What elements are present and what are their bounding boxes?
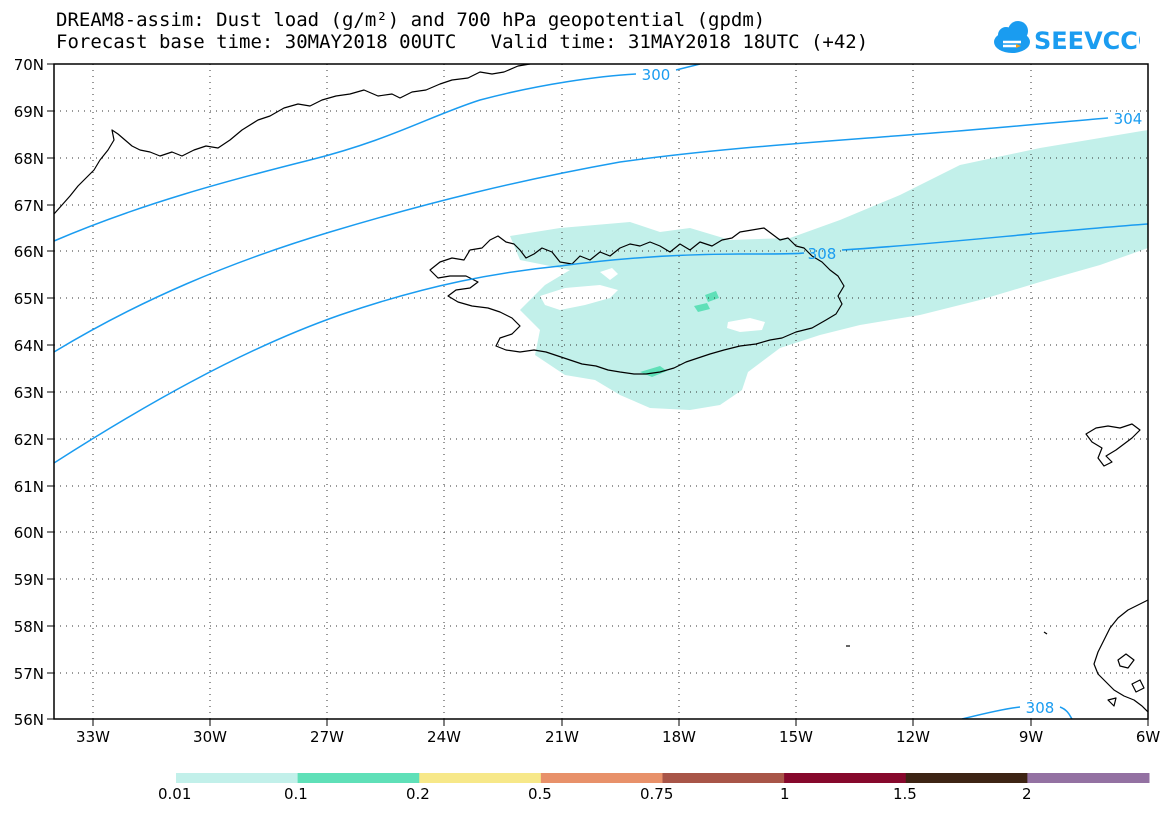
lat-label: 61N: [14, 478, 44, 496]
colorbar-swatch: [1027, 773, 1150, 783]
colorbar-swatch: [419, 773, 542, 783]
lon-label: 30W: [193, 728, 227, 746]
seevccc-logo: SEEVCCC: [994, 21, 1140, 55]
contour-label: 308: [808, 245, 837, 263]
lon-label: 15W: [779, 728, 813, 746]
scotland-coast: [1093, 599, 1148, 713]
lat-label: 60N: [14, 524, 44, 542]
colorbar-label: 0.01: [158, 785, 192, 803]
geopotential-contours: [54, 64, 1148, 719]
lon-label: 21W: [545, 728, 579, 746]
lat-label: 66N: [14, 243, 44, 261]
lat-label: 63N: [14, 384, 44, 402]
colorbar-label: 2: [1022, 785, 1032, 803]
lat-label: 59N: [14, 571, 44, 589]
logo-text: SEEVCCC: [1034, 27, 1140, 55]
lon-label: 6W: [1136, 728, 1161, 746]
iceland-coast: [429, 227, 845, 375]
lat-label: 62N: [14, 431, 44, 449]
colorbar-label: 0.75: [640, 785, 674, 803]
colorbar-label: 0.1: [284, 785, 308, 803]
forecast-time-label: Forecast base time: 30MAY2018 00UTC Vali…: [56, 31, 869, 53]
dust-patch-medium: [694, 303, 710, 312]
contour-304: [54, 117, 1109, 353]
colorbar-swatch: [540, 773, 663, 783]
lat-label: 58N: [14, 618, 44, 636]
dust-gap: [540, 285, 618, 310]
rockall-dot: [1043, 631, 1048, 635]
contour-label: 300: [642, 66, 671, 84]
colorbar-swatch: [784, 773, 907, 783]
lon-label: 24W: [427, 728, 461, 746]
lon-label: 18W: [662, 728, 696, 746]
colorbar-swatch: [176, 773, 299, 783]
contour-label: 308: [1026, 699, 1055, 717]
lat-label: 65N: [14, 290, 44, 308]
contour-308: [54, 223, 1148, 464]
lat-label: 56N: [14, 711, 44, 729]
colorbar-swatch: [297, 773, 420, 783]
longitude-labels: 33W 30W 27W 24W 21W 18W 15W 12W 9W 6W: [76, 728, 1160, 746]
lon-label: 33W: [76, 728, 110, 746]
lat-label: 68N: [14, 150, 44, 168]
axis-ticks: [47, 63, 1149, 726]
map-title: DREAM8-assim: Dust load (g/m²) and 700 h…: [56, 9, 766, 31]
faroe-coast: [1085, 423, 1141, 467]
lon-label: 27W: [310, 728, 344, 746]
lat-label: 64N: [14, 337, 44, 355]
lat-label: 70N: [14, 56, 44, 74]
dust-gap: [600, 268, 618, 280]
colorbar-label: 0.5: [528, 785, 552, 803]
colorbar-label: 1: [780, 785, 790, 803]
lon-label: 9W: [1019, 728, 1044, 746]
dust-patch-medium: [705, 291, 719, 302]
cloud-icon: [994, 21, 1030, 53]
scotland-islands: [1107, 653, 1145, 707]
lat-label: 69N: [14, 103, 44, 121]
contour-308: [961, 706, 1073, 719]
lon-label: 12W: [896, 728, 930, 746]
colorbar-swatch: [662, 773, 785, 783]
colorbar-label: 1.5: [893, 785, 917, 803]
dust-gap: [727, 318, 765, 332]
colorbar: [176, 773, 1150, 783]
contour-300: [54, 64, 701, 242]
dust-area-light: [510, 130, 1148, 410]
lat-label: 57N: [14, 665, 44, 683]
greenland-coast: [54, 64, 531, 215]
coastlines: [54, 64, 1148, 713]
graticule: [54, 64, 1148, 719]
colorbar-label: 0.2: [406, 785, 430, 803]
latitude-labels: 70N 69N 68N 67N 66N 65N 64N 63N 62N 61N …: [14, 56, 44, 729]
contour-label: 304: [1114, 110, 1143, 128]
colorbar-swatch: [905, 773, 1028, 783]
lat-label: 67N: [14, 197, 44, 215]
